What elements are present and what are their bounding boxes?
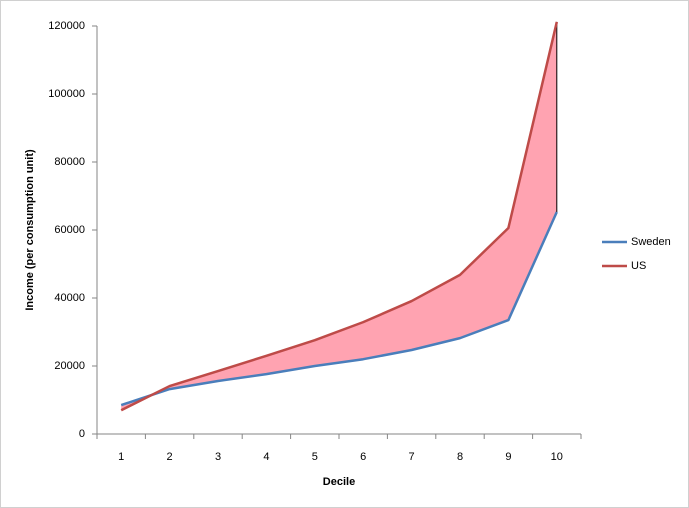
x-tick-label: 3 [215,451,221,463]
legend-label: Sweden [631,236,671,248]
legend-label: US [631,260,646,272]
y-tick-label: 40000 [54,292,85,304]
x-tick-label: 1 [118,451,124,463]
x-tick-label: 4 [263,451,269,463]
x-tick-label: 8 [457,451,463,463]
x-tick-label: 5 [312,451,318,463]
line-series [120,211,558,407]
x-tick-label: 7 [409,451,415,463]
gap-area [121,21,557,411]
x-tick-label: 10 [551,451,563,463]
x-tick-label: 2 [167,451,173,463]
y-tick-label: 0 [79,428,85,440]
y-tick-label: 60000 [54,224,85,236]
x-axis-label: Decile [323,476,355,488]
y-tick-label: 100000 [48,88,85,100]
y-tick-label: 120000 [48,20,85,32]
line-series [120,21,559,412]
x-tick-label: 6 [360,451,366,463]
y-axis-label: Income (per consumption unit) [24,149,36,311]
y-tick-label: 20000 [54,360,85,372]
x-tick-label: 9 [505,451,511,463]
y-tick-label: 80000 [54,156,85,168]
